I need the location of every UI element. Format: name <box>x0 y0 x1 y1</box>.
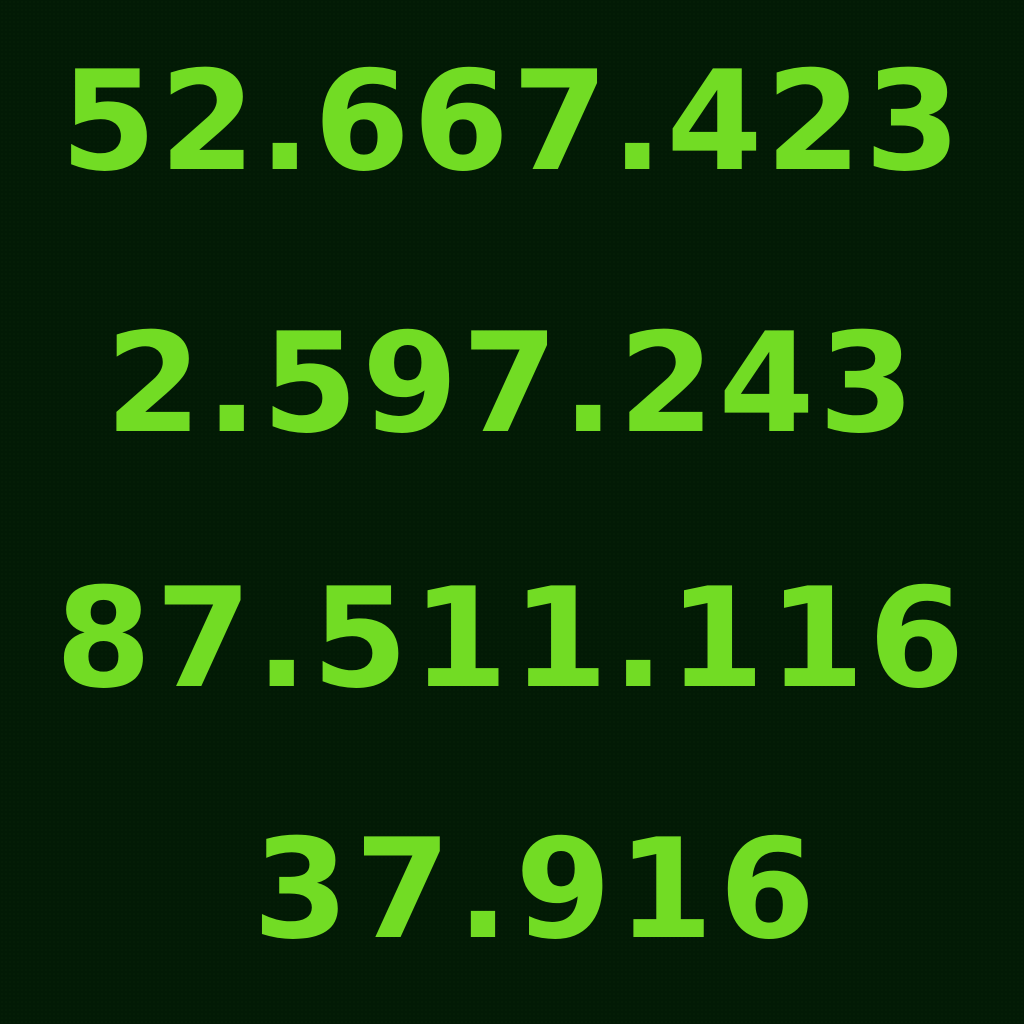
number-line-1: 52.667.423 <box>60 41 964 202</box>
number-line-4: 37.916 <box>252 809 822 970</box>
number-line-3: 87.511.116 <box>55 558 969 719</box>
number-line-2: 2.597.243 <box>105 303 919 464</box>
